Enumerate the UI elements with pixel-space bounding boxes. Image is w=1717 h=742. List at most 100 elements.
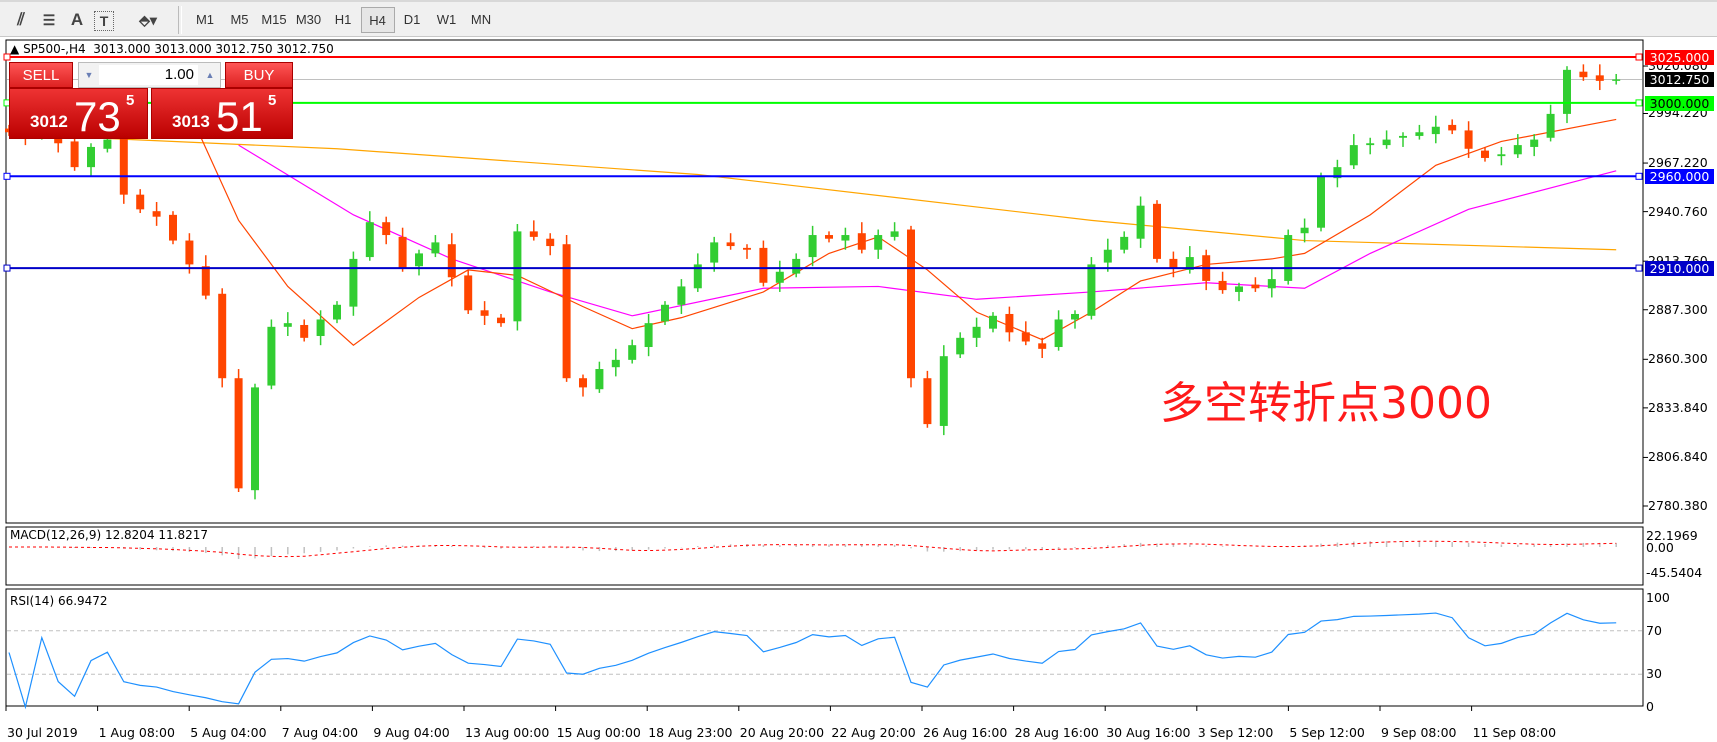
timeframe-h1[interactable]: H1 [334, 12, 352, 27]
chart-window[interactable]: ▲ SP500-,H4 3013.000 3013.000 3012.750 3… [0, 37, 1717, 742]
candle-body [1300, 227, 1309, 234]
sell-button[interactable]: SELL [9, 62, 73, 88]
volume-stepper[interactable]: ▼ 1.00 ▲ [78, 62, 221, 88]
candle-body [1005, 313, 1014, 333]
equidistant-channel-icon[interactable]: ⫽ [17, 10, 25, 29]
candle-body [119, 137, 128, 195]
volume-input[interactable]: 1.00 [99, 65, 198, 85]
candle-body [890, 231, 899, 237]
timeframe-m15[interactable]: M15 [261, 12, 287, 27]
level-handle [1635, 99, 1643, 107]
text-icon[interactable]: A [70, 10, 84, 29]
rsi-line [8, 612, 1617, 710]
price-axis-label: 2833.840 [1648, 399, 1708, 415]
candle-body [1448, 124, 1457, 131]
time-axis-label: 1 Aug 08:00 [98, 725, 175, 740]
sell-price-big: 3012 [30, 112, 68, 131]
time-axis-label: 11 Sep 08:00 [1472, 725, 1557, 740]
level-price-label: 2910.000 [1645, 261, 1714, 277]
candle-body [529, 231, 538, 237]
ma-slow-line [8, 133, 1617, 251]
level-price-label: 3000.000 [1645, 95, 1714, 111]
candle-body [169, 214, 177, 241]
candle-body [907, 229, 915, 379]
chart-header: ▲ SP500-,H4 3013.000 3013.000 3012.750 3… [10, 42, 334, 56]
candle-body [1120, 236, 1129, 250]
candle-body [464, 275, 473, 311]
candle-body [1218, 280, 1227, 291]
timeframe-m1[interactable]: M1 [195, 12, 215, 27]
fibonacci-icon[interactable]: ☰ [42, 12, 56, 28]
candle-body [300, 324, 309, 338]
candle-body [267, 326, 276, 386]
time-axis-label: 5 Aug 04:00 [190, 725, 267, 740]
candle-body [365, 222, 374, 258]
price-axis-label: 2967.220 [1648, 155, 1708, 171]
candle-body [1513, 145, 1522, 155]
candle-body [251, 387, 259, 491]
volume-decrease-icon[interactable]: ▼ [84, 70, 94, 80]
arrows-icon[interactable]: ⬘▾ [139, 12, 157, 28]
timeframe-m30[interactable]: M30 [295, 12, 322, 27]
volume-increase-icon[interactable]: ▲ [205, 70, 215, 80]
candle-body [661, 304, 669, 322]
candle-body [333, 304, 341, 320]
candle-body [677, 286, 686, 305]
candle-body [136, 194, 145, 210]
candle-body [1251, 284, 1260, 289]
candle-body [398, 236, 407, 269]
candle-body [1317, 176, 1325, 228]
candle-body [283, 323, 292, 327]
buy-price-pip: 5 [268, 92, 277, 109]
candle-body [1267, 279, 1276, 289]
candle-body [939, 356, 948, 426]
level-handle [1635, 172, 1643, 180]
candle-body [1497, 154, 1506, 157]
candle-body [1333, 167, 1342, 179]
text-label-icon[interactable]: T [94, 11, 114, 31]
candle-body [611, 359, 620, 368]
buy-button[interactable]: BUY [225, 62, 293, 88]
time-axis-label: 26 Aug 16:00 [923, 725, 1008, 740]
time-axis-label: 15 Aug 00:00 [556, 725, 641, 740]
price-pane-frame [5, 39, 1644, 524]
candle-body [1054, 319, 1063, 348]
candle-body [1284, 235, 1293, 281]
candle-body [1464, 130, 1473, 149]
rsi-axis-label: 70 [1646, 622, 1662, 638]
price-axis-label: 2887.300 [1648, 301, 1708, 317]
candle-body [743, 247, 751, 250]
candle-body [579, 378, 587, 388]
collapse-triangle-icon[interactable]: ▲ [10, 42, 20, 56]
time-axis-label: 30 Aug 16:00 [1106, 725, 1191, 740]
chart-canvas[interactable] [0, 37, 1717, 742]
current-price-label: 3012.750 [1645, 72, 1714, 88]
symbol-label: SP500-,H4 [23, 42, 86, 56]
timeframe-mn[interactable]: MN [470, 12, 492, 27]
candle-body [152, 211, 161, 217]
annotation-text[interactable]: 多空转折点3000 [1160, 378, 1492, 429]
timeframe-h4[interactable]: H4 [360, 7, 395, 33]
candle-body [1021, 332, 1030, 342]
rsi-pane-frame [5, 588, 1644, 707]
timeframe-d1[interactable]: D1 [403, 12, 421, 27]
timeframe-w1[interactable]: W1 [436, 12, 457, 27]
buy-price-button[interactable]: 3013 51 5 [151, 88, 293, 140]
candle-body [1235, 286, 1243, 292]
level-handle [3, 53, 11, 61]
ma-fast-line [188, 111, 1617, 346]
price-axis-label: 2806.840 [1648, 449, 1708, 465]
candle-body [1612, 79, 1621, 81]
candle-body [857, 233, 866, 250]
candle-body [1431, 126, 1440, 135]
candle-body [1530, 139, 1539, 147]
macd-axis-label: 0.00 [1646, 540, 1674, 555]
rsi-axis-label: 100 [1646, 590, 1670, 605]
sell-price-button[interactable]: 3012 73 5 [9, 88, 148, 140]
time-axis-label: 3 Sep 12:00 [1197, 725, 1274, 740]
candle-body [792, 258, 801, 274]
buy-price-main: 51 [216, 93, 263, 140]
candle-body [841, 235, 850, 241]
candle-body [447, 244, 456, 278]
timeframe-m5[interactable]: M5 [230, 12, 249, 27]
